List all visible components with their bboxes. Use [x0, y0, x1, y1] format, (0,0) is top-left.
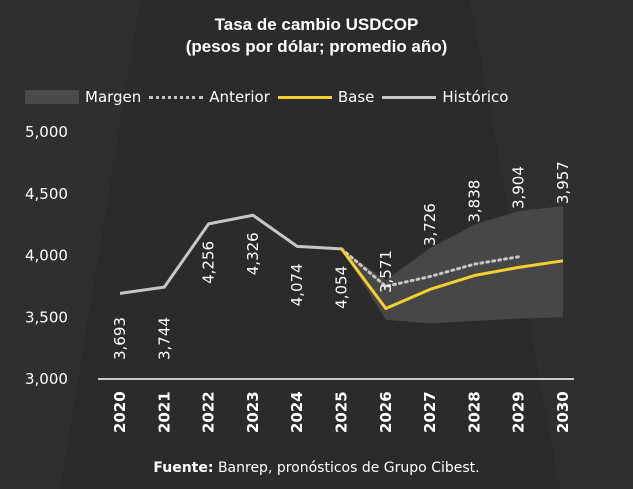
y-tick-label: 5,000	[25, 123, 68, 141]
x-tick-label: 2023	[244, 391, 262, 433]
y-tick-label: 3,500	[25, 308, 68, 326]
data-label: 3,744	[155, 317, 173, 360]
legend-label-historico: Histórico	[442, 88, 509, 106]
legend-item-base: Base	[277, 88, 375, 106]
historico-line	[119, 213, 342, 295]
x-tick-label: 2026	[377, 391, 395, 433]
x-tick-label: 2021	[155, 391, 173, 433]
base-line	[340, 247, 564, 310]
legend-label-margen: Margen	[85, 88, 142, 106]
legend-label-base: Base	[337, 88, 375, 106]
legend-swatch-base	[277, 90, 332, 104]
source-footer: Fuente: Banrep, pronósticos de Grupo Cib…	[0, 460, 633, 476]
legend-item-historico: Histórico	[382, 88, 508, 106]
data-label: 3,571	[377, 250, 395, 293]
x-tick-label: 2022	[200, 391, 218, 433]
y-tick-label: 4,500	[25, 185, 68, 203]
x-tick-label: 2028	[465, 391, 483, 433]
x-tick-label: 2020	[111, 391, 129, 433]
y-tick-label: 3,000	[25, 370, 68, 388]
x-tick-label: 2030	[554, 391, 572, 433]
x-tick-label: 2024	[288, 391, 306, 433]
data-label: 3,957	[554, 161, 572, 204]
data-label: 3,904	[510, 166, 528, 209]
x-tick-label: 2029	[510, 391, 528, 433]
legend-swatch-margen	[25, 90, 79, 104]
legend-swatch-historico	[382, 90, 437, 104]
x-tick-label: 2027	[421, 391, 439, 433]
legend-item-anterior: Anterior	[149, 88, 270, 106]
anterior-line	[340, 247, 521, 289]
margen-band	[341, 206, 563, 324]
legend-swatch-anterior	[149, 90, 204, 104]
data-label: 3,693	[111, 317, 129, 360]
data-label: 4,054	[333, 266, 351, 309]
data-label: 3,838	[465, 180, 483, 223]
footer-label: Fuente:	[153, 460, 214, 476]
data-label: 4,074	[288, 263, 306, 306]
data-label: 4,256	[200, 241, 218, 284]
x-tick-label: 2025	[333, 391, 351, 433]
legend-label-anterior: Anterior	[209, 88, 270, 106]
legend: Margen Anterior Base Histórico	[25, 86, 516, 108]
legend-item-margen: Margen	[25, 88, 141, 106]
title-line-1: Tasa de cambio USDCOP	[214, 15, 419, 34]
data-label: 4,326	[244, 232, 262, 275]
data-label: 3,726	[421, 203, 439, 246]
y-tick-label: 4,000	[25, 247, 68, 265]
chart-title: Tasa de cambio USDCOP (pesos por dólar; …	[0, 14, 633, 58]
title-line-2: (pesos por dólar; promedio año)	[185, 37, 448, 56]
footer-text: Banrep, pronósticos de Grupo Cibest.	[217, 460, 480, 476]
